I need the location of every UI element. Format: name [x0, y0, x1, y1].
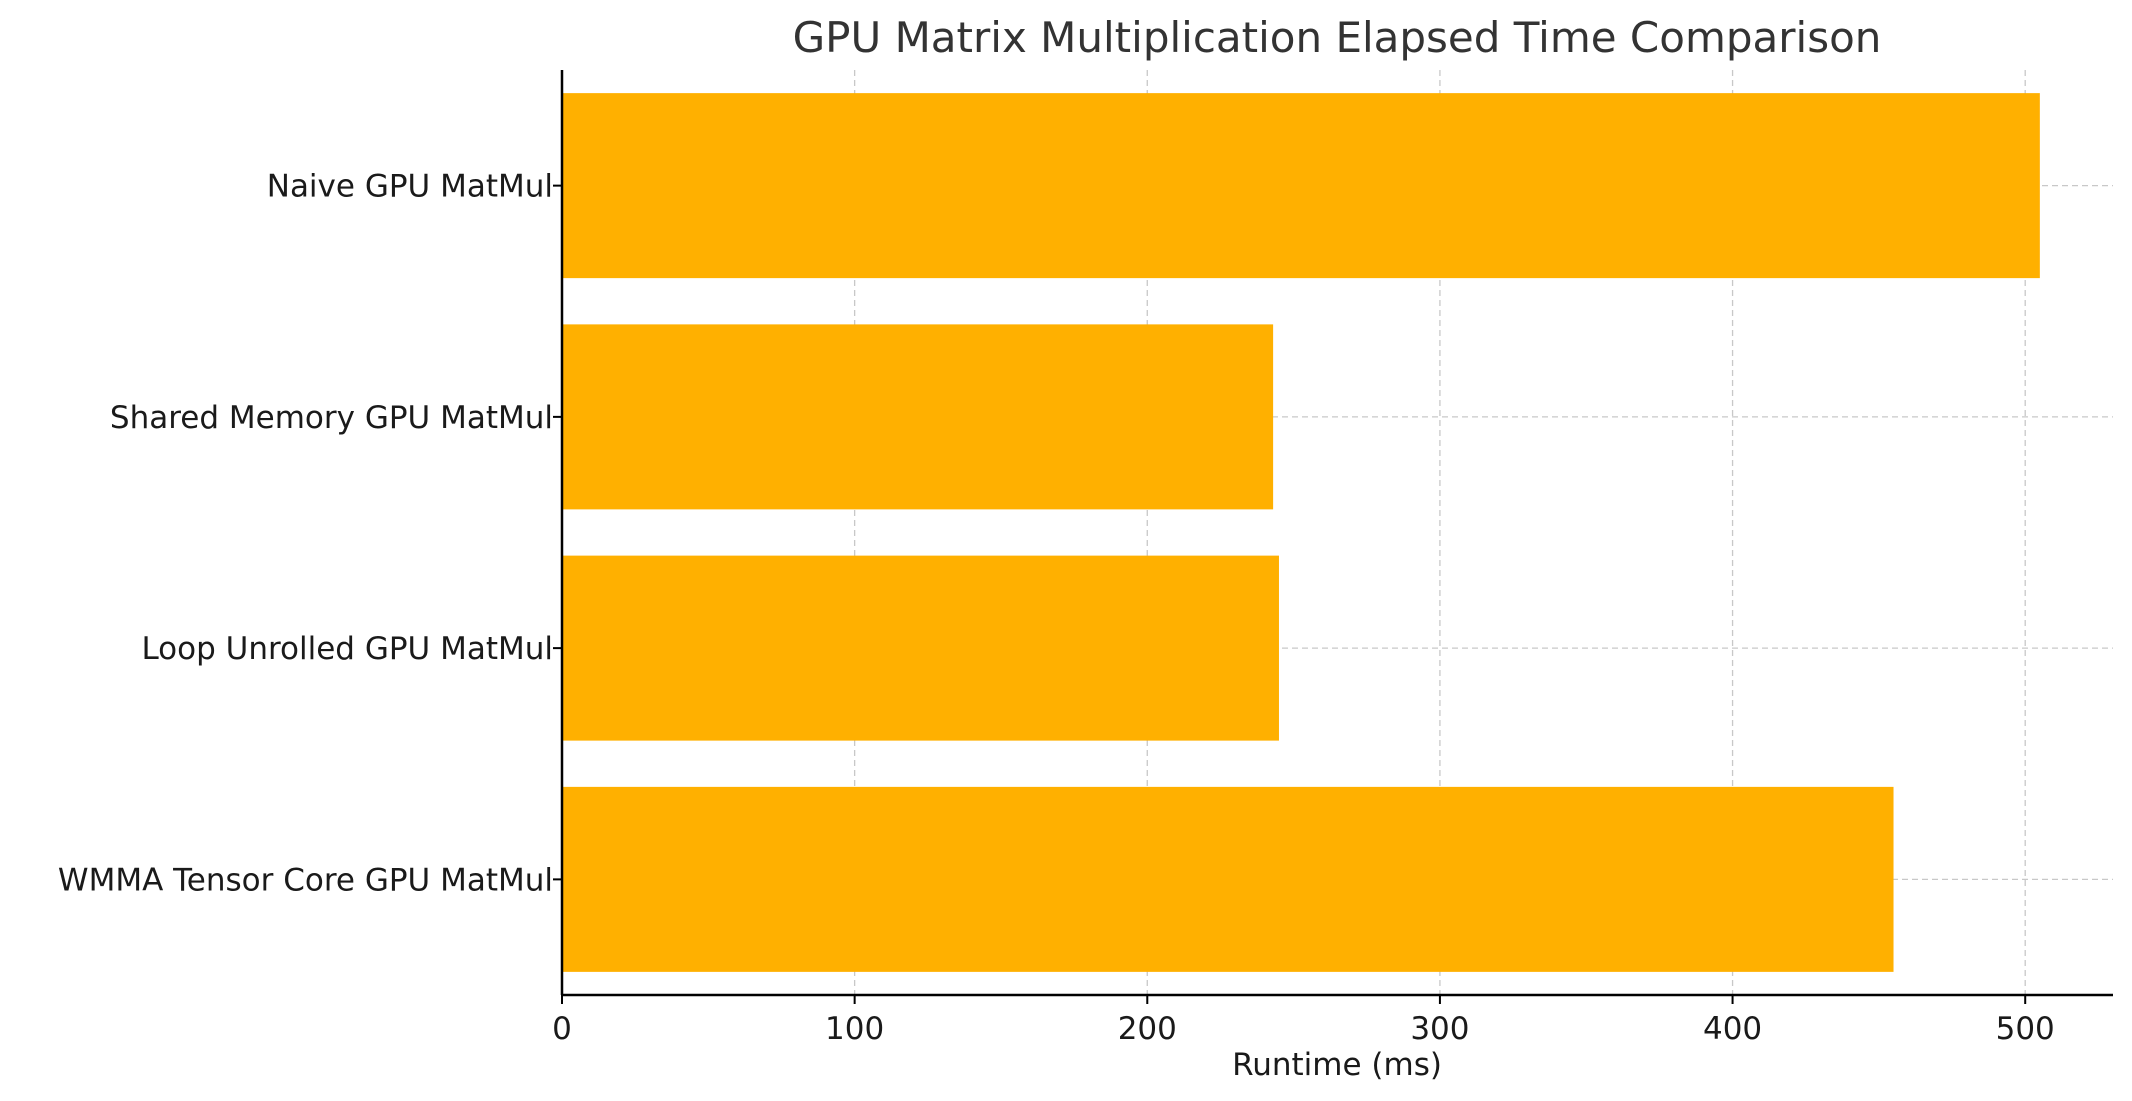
bar-2 [562, 555, 1279, 741]
x-tick-label-4: 400 [1703, 1011, 1762, 1047]
x-tick-label-2: 200 [1118, 1011, 1177, 1047]
chart-title: GPU Matrix Multiplication Elapsed Time C… [793, 13, 1882, 62]
axes [553, 70, 2113, 1004]
bar-1 [562, 324, 1274, 510]
x-tick-label-1: 100 [825, 1011, 884, 1047]
x-axis-label: Runtime (ms) [1232, 1047, 1442, 1083]
bar-3 [562, 786, 1894, 972]
y-tick-label-2: Loop Unrolled GPU MatMul [141, 631, 553, 667]
x-tick-label-0: 0 [552, 1011, 572, 1047]
y-tick-label-3: WMMA Tensor Core GPU MatMul [58, 862, 553, 898]
x-tick-label-5: 500 [1996, 1011, 2055, 1047]
y-tick-label-1: Shared Memory GPU MatMul [110, 400, 553, 436]
y-tick-label-0: Naive GPU MatMul [267, 169, 553, 205]
x-tick-label-3: 300 [1410, 1011, 1469, 1047]
tick-labels: 0 100 200 300 400 500 Naive GPU MatMul Shared M… [58, 169, 2055, 1047]
bars [562, 93, 2040, 972]
bar-0 [562, 93, 2040, 279]
